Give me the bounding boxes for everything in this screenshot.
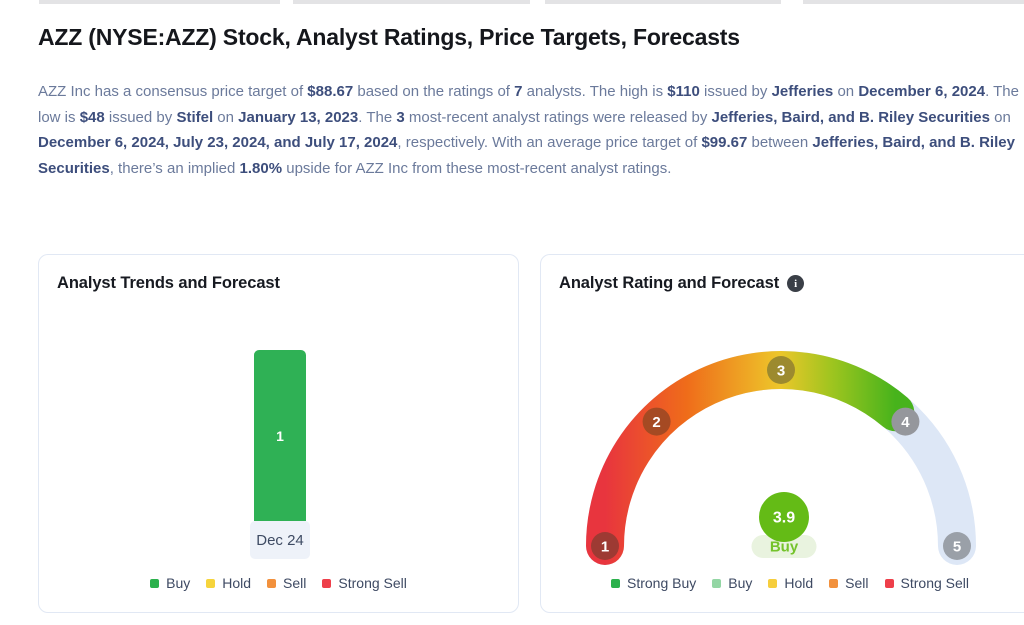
gauge-marker-3: 3 [767,356,795,384]
summary-highlight: Jefferies [771,83,834,100]
summary-highlight: Stifel [176,108,214,126]
legend-item-strong-sell[interactable]: Strong Sell [884,575,970,591]
legend-item-sell[interactable]: Sell [267,575,306,591]
trends-card-title: Analyst Trends and Forecast [57,274,280,292]
legend-swatch [206,578,216,588]
legend-item-strong-sell[interactable]: Strong Sell [322,575,407,591]
gauge-marker-1: 1 [591,532,619,560]
top-tab-underline-1[interactable] [39,0,280,4]
legend-label: Sell [845,575,869,591]
rating-gauge: 1 2 3 4 5 3.9 Buy [586,351,976,565]
summary-text: issued by [699,83,772,100]
top-tab-underline-3[interactable] [545,0,781,4]
page-title: AZZ (NYSE:AZZ) Stock, Analyst Ratings, P… [38,24,740,50]
summary-text: on [213,108,239,126]
gauge-value-arc [586,351,915,565]
summary-text: AZZ Inc has a consensus price target of [38,83,308,100]
legend-item-hold[interactable]: Hold [768,575,813,591]
summary-highlight: January 13, 2023 [238,108,359,126]
gauge-marker-5: 5 [943,532,971,560]
svg-text:1: 1 [601,539,609,556]
gauge-marker-4: 4 [891,407,920,436]
rating-legend: Strong Buy Buy Hold Sell Strong Sell [541,573,1024,593]
legend-label: Hold [784,575,814,591]
svg-text:3: 3 [777,363,785,380]
summary-text: on [833,83,859,100]
summary-highlight: 1.80% [239,159,283,177]
legend-swatch [768,578,778,588]
summary-text: upside for AZZ Inc from these most-recen… [282,159,672,177]
summary-highlight: $48 [79,108,105,126]
summary-highlight: $88.67 [307,83,354,100]
summary-text: . The [358,108,397,126]
summary-paragraph: AZZ Inc has a consensus price target of … [38,79,1024,181]
gauge-rating-label: Buy [770,539,799,556]
legend-swatch [712,578,722,588]
summary-highlight: December 6, 2024 [858,83,986,100]
legend-swatch [267,578,277,588]
summary-text: issued by [104,108,177,126]
legend-swatch [829,578,839,588]
summary-text: , respectively. With an average price ta… [397,134,702,151]
summary-highlight: 7 [514,83,523,100]
analyst-rating-card: Analyst Rating and Forecast i 1 2 [540,254,1024,613]
gauge-value-label: 3.9 [773,510,795,527]
top-tab-underline-2[interactable] [293,0,530,4]
top-tab-underline-4[interactable] [803,0,1024,4]
legend-label: Sell [283,575,307,591]
legend-label: Strong Sell [900,575,970,591]
legend-swatch [610,578,620,588]
summary-highlight: $110 [667,83,700,100]
legend-item-strong-buy[interactable]: Strong Buy [610,575,697,591]
svg-text:4: 4 [901,414,910,431]
legend-item-sell[interactable]: Sell [829,575,869,591]
legend-label: Strong Buy [626,575,697,591]
summary-text: analysts. The high is [522,83,668,100]
x-axis-label-text: Dec 24 [256,531,304,549]
gauge-marker-2: 2 [642,407,671,436]
legend-label: Strong Sell [338,575,407,591]
gauge-value-badge [759,492,809,542]
summary-highlight: Jefferies, Baird, and B. Riley Securitie… [38,134,1015,177]
gauge-rating-pill [751,535,817,558]
summary-highlight: Jefferies, Baird, and B. Riley Securitie… [711,108,990,126]
x-axis-label: Dec 24 [250,521,310,559]
legend-item-buy[interactable]: Buy [712,575,752,591]
summary-highlight: 3 [396,108,405,126]
legend-swatch [150,578,160,588]
legend-swatch [322,578,332,588]
analyst-trends-card: Analyst Trends and Forecast 1 Dec 24 Buy… [38,254,519,613]
legend-label: Hold [222,575,252,591]
summary-text: on [989,108,1011,126]
legend-label: Buy [728,575,753,591]
summary-text: , there’s an implied [109,159,240,177]
summary-text: between [747,134,813,151]
summary-text: based on the ratings of [353,83,515,100]
svg-text:2: 2 [652,414,660,431]
legend-item-buy[interactable]: Buy [150,575,190,591]
buy-bar[interactable]: 1 [254,350,306,521]
trends-legend: Buy Hold Sell Strong Sell [39,573,518,593]
rating-card-title: Analyst Rating and Forecast [559,274,780,292]
legend-swatch [884,578,894,588]
legend-item-hold[interactable]: Hold [206,575,251,591]
bar-value-label: 1 [276,427,284,444]
svg-text:5: 5 [953,539,961,556]
info-icon[interactable]: i [787,275,805,292]
summary-highlight: December 6, 2024, July 23, 2024, and Jul… [38,134,398,151]
summary-text: . The low is [38,83,1019,126]
summary-text: most-recent analyst ratings were release… [404,108,712,126]
summary-highlight: $99.67 [701,134,748,151]
legend-label: Buy [166,575,191,591]
